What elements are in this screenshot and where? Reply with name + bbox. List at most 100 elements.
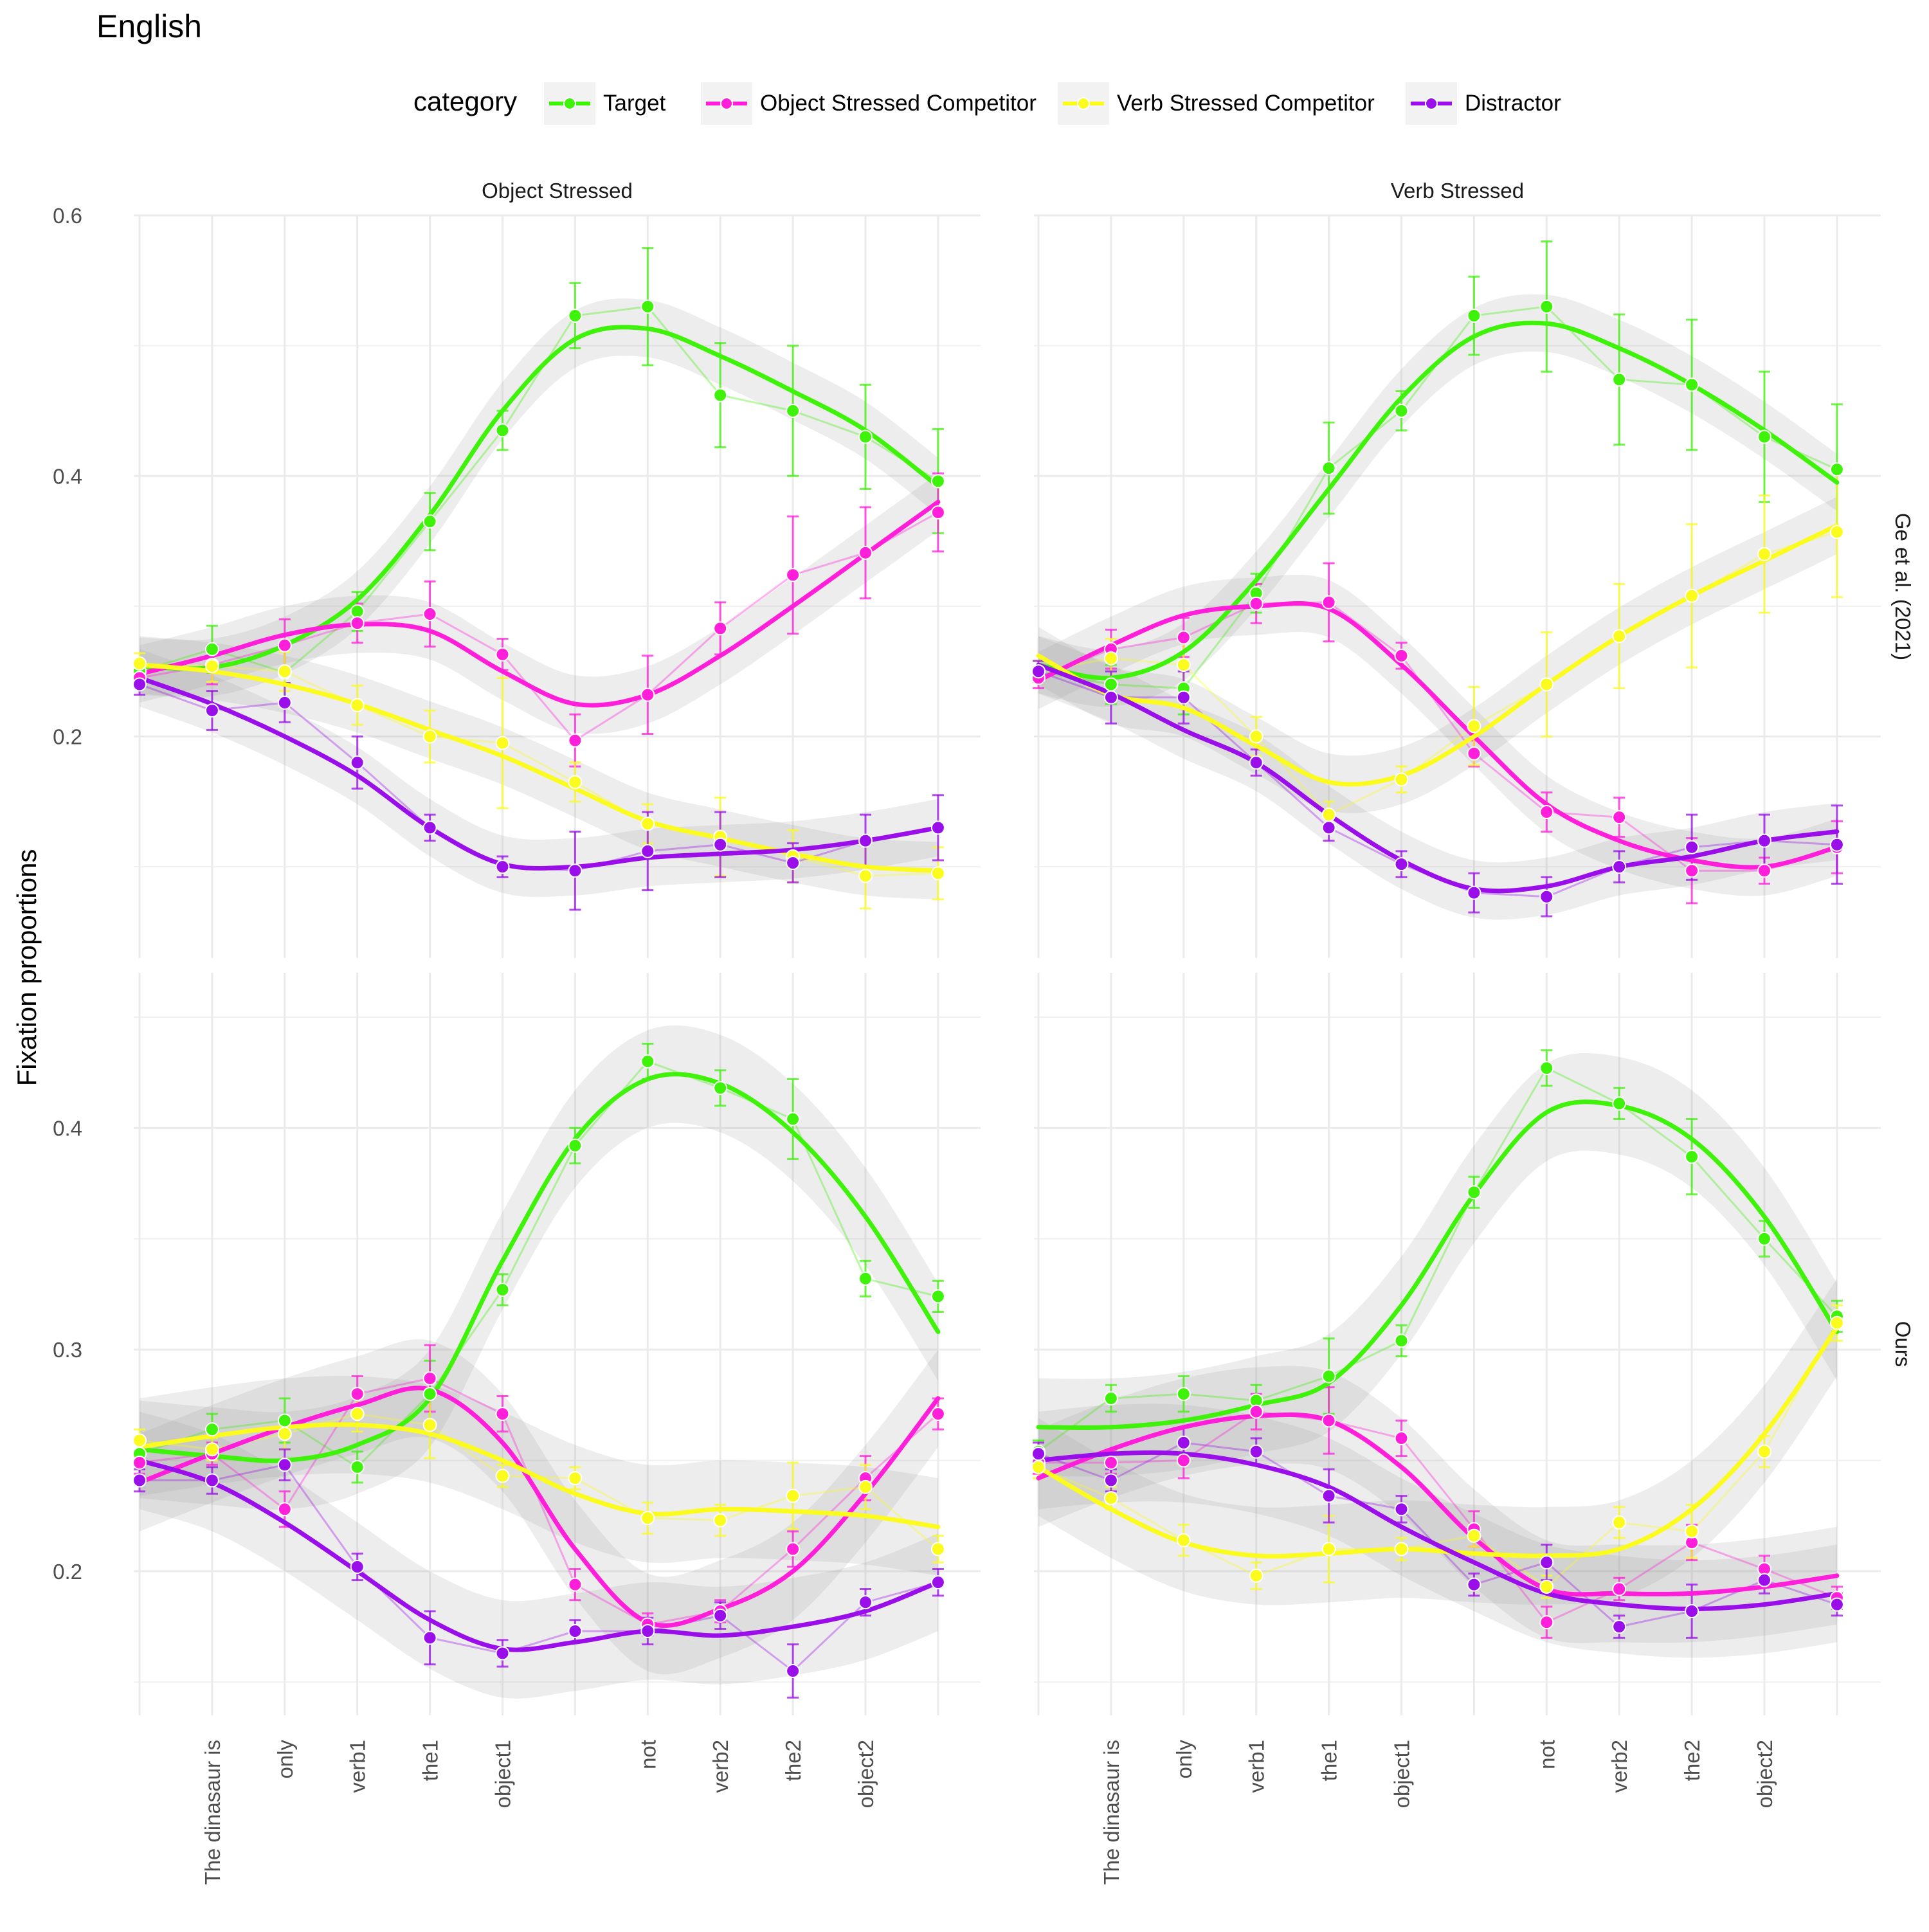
data-point-distractor	[204, 1473, 219, 1488]
y-tick-label: 0.4	[53, 464, 82, 488]
data-point-target	[1685, 1150, 1699, 1164]
legend-title: category	[413, 86, 517, 116]
data-point-object-stressed-competitor	[422, 607, 437, 622]
data-point-target	[204, 1422, 219, 1437]
data-point-verb-stressed-competitor	[132, 656, 147, 671]
data-point-target	[1176, 1387, 1191, 1402]
data-point-object-stressed-competitor	[1757, 863, 1771, 878]
raw-line-object-stressed-competitor	[1038, 1411, 1838, 1624]
data-point-distractor	[930, 820, 945, 835]
confidence-band-target	[1038, 1052, 1837, 1477]
data-point-object-stressed-competitor	[1103, 1455, 1118, 1470]
data-point-target	[858, 1271, 873, 1286]
data-point-verb-stressed-competitor	[1829, 1315, 1844, 1330]
data-point-distractor	[277, 1458, 292, 1472]
data-point-distractor	[1176, 1435, 1191, 1450]
data-point-distractor	[350, 755, 365, 770]
data-point-distractor	[1829, 837, 1844, 852]
x-tick-label: object1	[1390, 1740, 1414, 1808]
data-point-distractor	[1539, 1555, 1554, 1570]
data-point-verb-stressed-competitor	[568, 775, 583, 790]
data-point-target	[640, 299, 655, 314]
x-tick-label: verb2	[1608, 1740, 1631, 1793]
y-tick-label: 0.4	[53, 1116, 82, 1140]
data-point-verb-stressed-competitor	[1685, 1524, 1699, 1539]
data-point-target	[495, 1283, 510, 1297]
data-point-distractor	[1321, 1488, 1336, 1503]
data-point-distractor	[1321, 820, 1336, 835]
data-point-object-stressed-competitor	[786, 1542, 801, 1557]
legend-key-point	[1425, 97, 1438, 110]
data-point-distractor	[1394, 1502, 1409, 1517]
x-tick-label: verb1	[1245, 1740, 1269, 1793]
confidence-band-distractor	[140, 1411, 938, 1699]
data-point-verb-stressed-competitor	[1394, 1542, 1409, 1557]
data-point-distractor	[1176, 690, 1191, 705]
data-point-verb-stressed-competitor	[277, 664, 292, 679]
data-point-object-stressed-competitor	[1685, 863, 1699, 878]
data-point-target	[1539, 1061, 1554, 1076]
panel-ge-et-al-2021-verb-stressed: Verb Stressed Ge et al. (2021)	[1031, 179, 1915, 958]
data-point-distractor	[495, 1646, 510, 1661]
data-point-object-stressed-competitor	[1176, 1453, 1191, 1468]
data-point-verb-stressed-competitor	[495, 736, 510, 750]
data-point-object-stressed-competitor	[640, 687, 655, 702]
x-tick-label: object1	[491, 1740, 515, 1808]
data-point-distractor	[786, 856, 801, 871]
data-point-distractor	[568, 1623, 583, 1638]
confidence-band-object-stressed-competitor	[1038, 574, 1837, 896]
data-point-verb-stressed-competitor	[277, 1427, 292, 1441]
data-point-verb-stressed-competitor	[1539, 1580, 1554, 1594]
data-point-distractor	[1829, 1597, 1844, 1612]
data-point-distractor	[422, 820, 437, 835]
data-point-object-stressed-competitor	[350, 616, 365, 631]
data-point-verb-stressed-competitor	[1757, 1444, 1771, 1459]
legend-item-object-stressed-competitor: Object Stressed Competitor	[701, 82, 1037, 125]
data-point-object-stressed-competitor	[1249, 1404, 1263, 1419]
legend-key-point	[1077, 97, 1090, 110]
smooth-line-distractor	[137, 675, 941, 871]
raw-line-object-stressed-competitor	[139, 1377, 939, 1626]
smooth-line-verb-stressed-competitor	[137, 1422, 941, 1530]
data-point-distractor	[640, 844, 655, 858]
data-point-target	[1103, 1391, 1118, 1405]
x-tick-label: The dinasaur is	[1100, 1740, 1123, 1885]
x-tick-label: the2	[781, 1740, 805, 1781]
legend-label: Distractor	[1465, 91, 1561, 116]
data-point-distractor	[1467, 1577, 1481, 1592]
confidence-band-verb-stressed-competitor	[140, 636, 938, 899]
data-point-object-stressed-competitor	[277, 1502, 292, 1517]
data-point-object-stressed-competitor	[1612, 810, 1627, 825]
panel-ge-et-al-2021-object-stressed: 0.2 0.4 0.6 Object Stressed	[53, 179, 981, 958]
data-point-target	[786, 403, 801, 418]
raw-line-target	[1038, 1067, 1838, 1452]
data-point-verb-stressed-competitor	[640, 817, 655, 831]
x-tick-label: only	[273, 1740, 297, 1779]
data-point-verb-stressed-competitor	[858, 869, 873, 883]
raw-line-verb-stressed-competitor	[139, 662, 938, 877]
data-point-object-stressed-competitor	[422, 1371, 437, 1386]
data-point-verb-stressed-competitor	[1612, 1515, 1627, 1530]
data-point-object-stressed-competitor	[495, 1407, 510, 1422]
data-point-verb-stressed-competitor	[1612, 629, 1627, 644]
data-point-object-stressed-competitor	[1394, 648, 1409, 663]
data-point-distractor	[1757, 1573, 1771, 1587]
data-point-target	[713, 1081, 728, 1096]
data-point-verb-stressed-competitor	[1829, 525, 1844, 539]
data-point-target	[930, 1289, 945, 1304]
data-point-distractor	[1612, 1620, 1627, 1634]
data-point-target	[495, 423, 510, 438]
data-point-target	[568, 1138, 583, 1153]
panel-ours-verb-stressed: Ours The dinasaur is only verb1 the1 object1 n…	[1031, 973, 1915, 1885]
data-point-distractor	[422, 1630, 437, 1645]
data-point-verb-stressed-competitor	[786, 1488, 801, 1503]
x-tick-label: not	[1535, 1740, 1559, 1769]
data-point-distractor	[350, 1560, 365, 1574]
data-point-target	[1467, 1185, 1481, 1200]
x-tick-label: verb1	[346, 1740, 370, 1793]
data-point-verb-stressed-competitor	[1176, 1533, 1191, 1548]
x-tick-label: object2	[854, 1740, 878, 1808]
data-point-object-stressed-competitor	[568, 733, 583, 748]
data-point-verb-stressed-competitor	[1031, 1459, 1046, 1474]
